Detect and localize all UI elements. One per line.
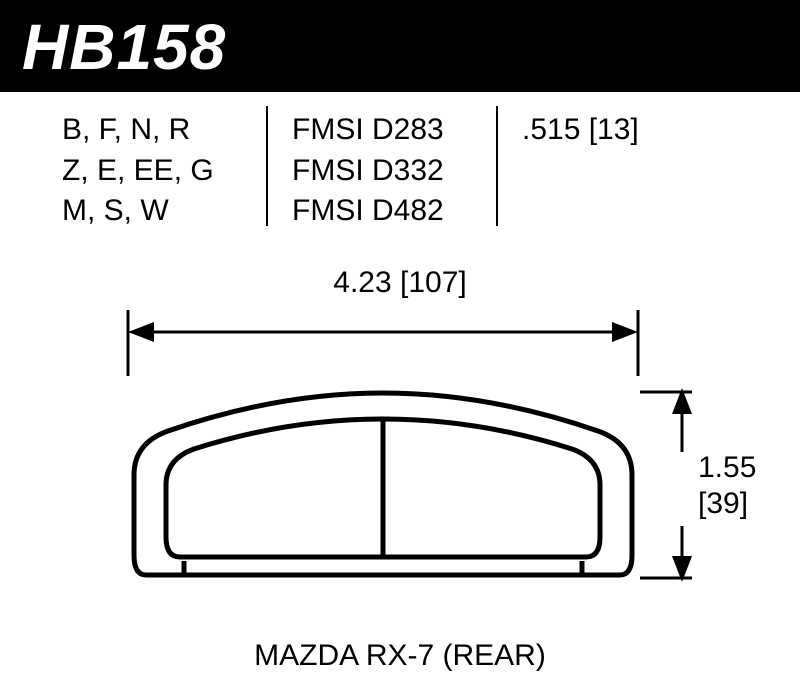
height-dimension: 1.55 [39] — [640, 370, 760, 610]
divider — [496, 106, 498, 226]
width-dimension-arrow — [128, 322, 638, 334]
compound-codes: B, F, N, R Z, E, EE, G M, S, W — [62, 110, 262, 232]
fmsi-line: FMSI D332 — [292, 151, 492, 192]
height-value-in: 1.55 — [698, 450, 756, 486]
header-bar: HB158 — [0, 0, 800, 92]
fitment-label: MAZDA RX-7 (REAR) — [0, 639, 800, 673]
height-dimension-label: 1.55 [39] — [698, 450, 756, 522]
codes-line: Z, E, EE, G — [62, 151, 262, 192]
divider — [266, 106, 268, 226]
part-number-title: HB158 — [22, 10, 778, 84]
width-extension-right — [632, 310, 644, 376]
pad-thickness: .515 [13] — [522, 110, 772, 151]
width-dimension-label: 4.23 [107] — [0, 266, 800, 300]
width-extension-left — [122, 310, 134, 376]
height-value-mm: [39] — [698, 486, 756, 522]
fmsi-line: FMSI D482 — [292, 191, 492, 232]
fmsi-line: FMSI D283 — [292, 110, 492, 151]
codes-line: M, S, W — [62, 191, 262, 232]
brake-pad-outline — [128, 385, 638, 585]
codes-line: B, F, N, R — [62, 110, 262, 151]
fmsi-codes: FMSI D283 FMSI D332 FMSI D482 — [292, 110, 492, 232]
spec-row: B, F, N, R Z, E, EE, G M, S, W FMSI D283… — [0, 92, 800, 250]
diagram-area: 4.23 [107] 1.55 [39] — [0, 260, 800, 680]
